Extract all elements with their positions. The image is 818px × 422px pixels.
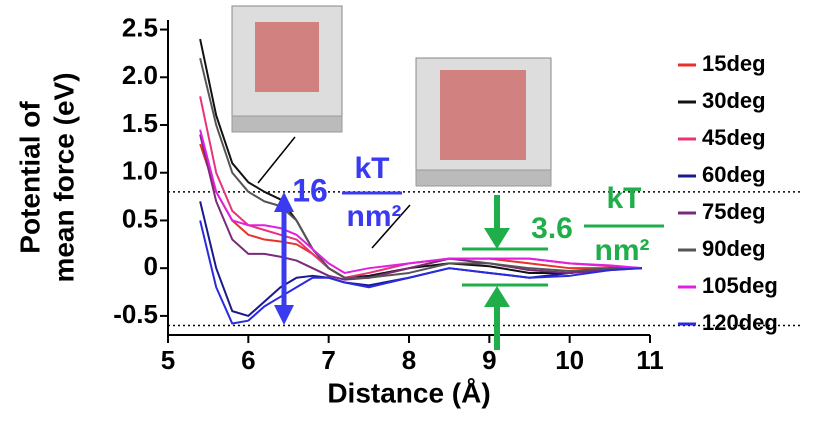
x-tick-label: 6 [241,345,255,375]
legend-label: 105deg [702,273,778,298]
y-axis-label: Potential of [14,101,45,254]
x-tick-label: 11 [636,345,664,375]
arrow-head [484,286,510,307]
legend-label: 45deg [702,125,766,150]
chart: -0.500.51.01.52.02.5567891011Distance (Å… [0,0,818,422]
legend-label: 75deg [702,199,766,224]
y-tick-label: 0.5 [122,203,158,233]
arrow-head [274,305,294,325]
x-tick-label: 7 [321,345,335,375]
y-tick-label: 2.5 [122,12,158,42]
legend-label: 60deg [702,162,766,187]
legend-label: 120deg [702,310,778,335]
annotation: nm² [347,200,402,233]
y-tick-label: 1.5 [122,108,158,138]
annotation: 3.6 [531,212,573,245]
x-tick-label: 10 [555,345,584,375]
molecule-images [232,6,551,186]
legend-label: 15deg [702,51,766,76]
pointer-arrow [258,137,295,183]
y-tick-label: 2.0 [122,60,158,90]
series-line [200,201,642,316]
y-tick-label: 0 [144,251,158,281]
x-tick-label: 5 [161,345,175,375]
annotation: 16 [292,172,328,208]
annotation: nm² [595,234,650,267]
x-axis-label: Distance (Å) [327,377,490,408]
substrate [416,170,551,186]
molecule-core [440,70,526,160]
y-tick-label: -0.5 [113,299,158,329]
legend-label: 90deg [702,236,766,261]
annotation: kT [606,182,641,215]
y-tick-label: 1.0 [122,156,158,186]
arrow-head [484,228,510,249]
x-tick-label: 8 [402,345,416,375]
molecule-core [255,22,319,92]
substrate [232,116,342,132]
annotation: kT [354,152,389,185]
arrow-head [274,192,294,212]
y-axis-label: mean force (eV) [48,72,79,282]
legend-label: 30deg [702,88,766,113]
